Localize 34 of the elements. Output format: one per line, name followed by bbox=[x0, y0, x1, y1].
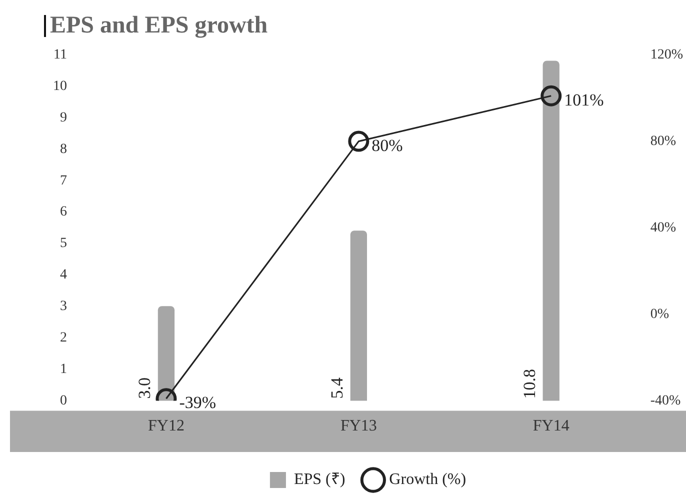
legend-label: Growth (%) bbox=[389, 471, 466, 488]
y2-tick-label: 120% bbox=[650, 47, 684, 62]
x-tick-label: FY14 bbox=[532, 418, 570, 435]
y-tick-label: 8 bbox=[60, 142, 67, 157]
x-tick-label: FY12 bbox=[148, 418, 184, 435]
y2-tick-label: 0% bbox=[650, 306, 670, 322]
y-tick-label: 10 bbox=[53, 78, 67, 94]
y2-tick-label: 40% bbox=[650, 220, 676, 236]
y-tick-label: 4 bbox=[60, 268, 67, 283]
point bbox=[348, 130, 370, 152]
data-label: -39% bbox=[179, 393, 216, 412]
data-label: 80% bbox=[372, 136, 403, 155]
y-tick-label: 9 bbox=[60, 110, 67, 126]
y2-tick-label: -40% bbox=[650, 393, 681, 408]
y-tick-label: 1 bbox=[60, 362, 67, 378]
chart-title: EPS and EPS growth bbox=[50, 12, 268, 39]
bar bbox=[542, 60, 560, 401]
y-tick-label: 7 bbox=[60, 173, 67, 188]
bar bbox=[350, 230, 367, 401]
y-tick-label: 3 bbox=[60, 299, 67, 314]
x-tick-label: FY13 bbox=[340, 418, 377, 435]
y2-tick-label: 80% bbox=[650, 134, 676, 149]
bar bbox=[158, 306, 175, 401]
y-tick-label: 11 bbox=[54, 47, 67, 62]
y-tick-label: 6 bbox=[60, 204, 67, 220]
legend-label: EPS (₹) bbox=[294, 471, 346, 488]
data-label: 5.4 bbox=[328, 377, 347, 399]
y-tick-label: 5 bbox=[60, 236, 67, 252]
data-label: 101% bbox=[564, 90, 604, 110]
y-tick-label: 2 bbox=[60, 330, 67, 346]
y-tick-label: 0 bbox=[60, 393, 67, 408]
data-label: 3.0 bbox=[135, 378, 154, 399]
data-label: 10.8 bbox=[520, 369, 540, 399]
point bbox=[540, 85, 562, 106]
